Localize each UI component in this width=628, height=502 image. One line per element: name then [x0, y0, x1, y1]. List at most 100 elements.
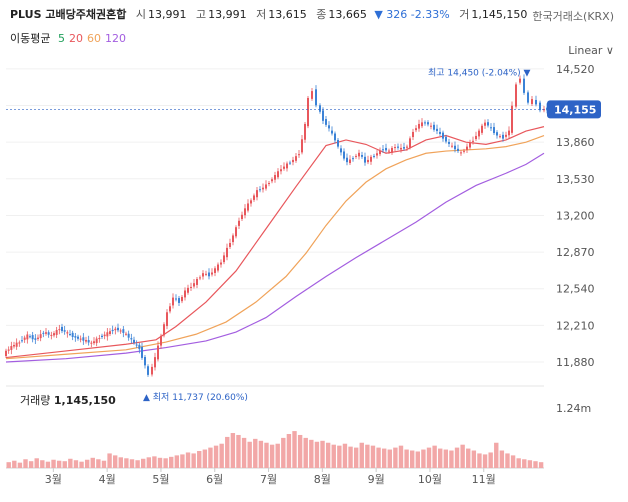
candle-body: [397, 146, 399, 148]
volume-value: 1,145,150: [471, 8, 528, 21]
candle-body: [478, 130, 480, 137]
candle-body: [370, 156, 372, 162]
candle-body: [106, 332, 109, 337]
candle-body: [472, 140, 474, 142]
volume-bar: [163, 458, 168, 468]
candle-body: [262, 187, 264, 190]
candle-body: [415, 128, 417, 131]
candle-body: [364, 156, 366, 163]
ma-120: 120: [104, 32, 126, 45]
volume-bar: [499, 450, 505, 468]
candle-body: [61, 326, 63, 332]
candle-body: [484, 122, 486, 126]
candle-body: [433, 124, 435, 130]
candle-body: [277, 171, 279, 178]
candle-body: [301, 139, 303, 153]
high-value: 13,991: [208, 8, 247, 21]
candle-body: [457, 148, 459, 152]
volume-bar: [185, 452, 191, 468]
volume-chart-latest: 1,145,150: [53, 394, 116, 407]
open-value: 13,991: [147, 8, 187, 21]
candle-body: [211, 272, 213, 275]
candle-body: [154, 357, 156, 368]
volume-bar: [510, 455, 516, 468]
candle-body: [58, 329, 61, 331]
volume-bar: [426, 447, 432, 468]
volume-bar: [460, 444, 465, 468]
candle-body: [502, 134, 504, 139]
candle-body: [95, 338, 98, 344]
candle-body: [208, 272, 210, 277]
candle-body: [379, 150, 381, 155]
candle-body: [39, 334, 42, 339]
candle-body: [280, 169, 282, 172]
candle-body: [298, 154, 300, 156]
ma-60: 60: [86, 32, 101, 45]
candle-body: [418, 123, 420, 129]
open-label: 시: [135, 8, 146, 21]
candle-body: [18, 342, 21, 344]
volume-bar: [516, 458, 521, 468]
volume-bar: [90, 457, 95, 468]
volume-bar: [197, 451, 202, 468]
candle-body: [181, 296, 183, 302]
current-price-box: [547, 100, 601, 119]
candle-body: [271, 179, 273, 182]
y-tick-label: 13,530: [556, 173, 595, 186]
candle-body: [5, 350, 7, 357]
candle-body: [349, 159, 351, 164]
candle-body: [439, 131, 441, 134]
ma-5: 5: [57, 32, 65, 45]
candle-body: [205, 273, 207, 275]
candle-body: [42, 332, 45, 334]
volume-bar: [297, 434, 303, 468]
ma120-line: [5, 152, 545, 363]
candle-body: [523, 78, 525, 93]
candle-body: [119, 330, 122, 332]
candle-body: [55, 330, 58, 335]
change-value: ▼ 326 -2.33%: [374, 8, 450, 21]
scale-selector[interactable]: Linear ∨: [568, 44, 614, 57]
candle-body: [63, 330, 66, 332]
candle-body: [69, 334, 71, 336]
volume-bar: [62, 461, 67, 468]
candle-body: [373, 155, 375, 157]
candle-body: [87, 340, 90, 343]
candle-body: [394, 147, 396, 149]
candle-body: [400, 147, 402, 150]
volume-bar: [23, 459, 28, 468]
candle-body: [511, 105, 513, 133]
candle-body: [169, 306, 171, 312]
candle-body: [235, 227, 237, 237]
candle-body: [74, 336, 77, 338]
candle-body: [23, 337, 26, 340]
y-tick-label: 13,200: [556, 209, 595, 222]
volume-bar: [118, 457, 123, 468]
volume-bar: [12, 460, 17, 468]
volume-bar: [522, 459, 527, 468]
volume-bar: [443, 449, 449, 468]
candle-body: [226, 247, 228, 258]
volume-bar: [96, 459, 101, 468]
candle-body: [21, 340, 23, 342]
candle-body: [463, 150, 465, 152]
volume-bar: [494, 442, 499, 468]
candle-body: [527, 92, 529, 103]
ma60-line: [5, 134, 545, 360]
candle-body: [13, 344, 15, 347]
candle-body: [10, 346, 13, 350]
candle-body: [90, 342, 93, 344]
candle-body: [77, 336, 79, 339]
volume-bar: [325, 442, 331, 468]
candle-body: [45, 332, 47, 334]
moving-average-lines: [5, 126, 545, 363]
candle-body: [361, 155, 363, 157]
volume-bar: [180, 454, 185, 468]
volume-bar: [320, 440, 325, 468]
candle-body: [376, 153, 378, 156]
candle-body: [355, 155, 357, 157]
close-label: 종: [316, 8, 327, 21]
x-tick-label: 10월: [418, 473, 442, 486]
candle-body: [412, 131, 414, 138]
candle-body: [157, 345, 159, 360]
